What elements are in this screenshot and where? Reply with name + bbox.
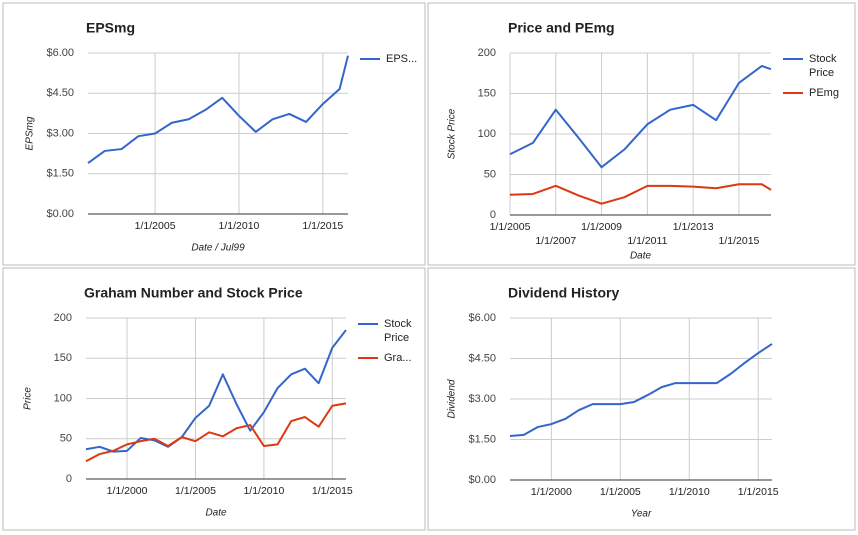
x-tick-label: 1/1/2005 — [135, 220, 176, 232]
y-axis-label: Stock Price — [447, 108, 458, 159]
y-tick-label: 150 — [54, 352, 72, 364]
x-axis-label: Date — [630, 251, 652, 262]
x-tick-label: 1/1/2015 — [738, 486, 779, 498]
legend-swatch — [783, 92, 803, 94]
y-tick-label: $3.00 — [46, 127, 74, 139]
y-tick-label: $4.50 — [46, 87, 74, 99]
x-tick-label: 1/1/2010 — [669, 486, 710, 498]
legend-label: Stock Price — [809, 53, 837, 79]
x-tick-label: 1/1/2011 — [627, 235, 667, 247]
x-tick-label: 1/1/2013 — [673, 221, 714, 233]
y-tick-label: 200 — [478, 47, 496, 59]
y-tick-label: 150 — [478, 87, 496, 99]
x-tick-label: 1/1/2000 — [107, 485, 148, 497]
series-line — [87, 55, 349, 164]
x-tick-label: 1/1/2015 — [719, 235, 760, 247]
legend-label: PEmg — [809, 87, 839, 99]
series-line — [85, 329, 347, 453]
legend-label: Gra... — [384, 352, 412, 364]
y-tick-label: $1.50 — [46, 168, 74, 180]
y-tick-label: $1.50 — [468, 433, 496, 445]
x-axis-label: Date — [205, 508, 227, 519]
legend: EPS... — [360, 52, 422, 72]
legend-swatch — [360, 58, 380, 60]
x-tick-label: 1/1/2005 — [175, 485, 216, 497]
legend-item: Stock Price — [358, 317, 420, 345]
x-tick-label: 1/1/2009 — [581, 221, 622, 233]
series-line — [509, 183, 772, 205]
y-tick-label: $4.50 — [468, 352, 496, 364]
x-tick-label: 1/1/2010 — [243, 485, 284, 497]
series-line — [509, 343, 773, 437]
legend-item: EPS... — [360, 52, 422, 66]
y-tick-label: $6.00 — [46, 47, 74, 59]
legend-item: Stock Price — [783, 52, 845, 80]
y-tick-label: 0 — [490, 209, 496, 221]
legend-label: Stock Price — [384, 318, 412, 344]
x-axis-label: Date / Jul99 — [191, 243, 245, 254]
y-tick-label: $0.00 — [468, 474, 496, 486]
y-tick-label: $0.00 — [46, 208, 74, 220]
legend: Stock Price PEmg — [783, 52, 845, 106]
y-tick-label: $3.00 — [468, 393, 496, 405]
y-tick-label: 200 — [54, 312, 72, 324]
y-axis-label: EPSmg — [25, 116, 36, 150]
legend-item: Gra... — [358, 351, 420, 365]
y-tick-label: 100 — [478, 128, 496, 140]
y-tick-label: $6.00 — [468, 312, 496, 324]
y-axis-label: Dividend — [447, 379, 458, 418]
y-tick-label: 100 — [54, 392, 72, 404]
y-tick-label: 0 — [66, 473, 72, 485]
legend-item: PEmg — [783, 86, 845, 100]
chart-title: EPSmg — [86, 20, 135, 36]
chart-title: Price and PEmg — [508, 20, 615, 36]
series-line — [509, 64, 772, 169]
x-tick-label: 1/1/2007 — [535, 235, 576, 247]
x-axis-label: Year — [631, 509, 652, 520]
series-line — [85, 402, 347, 463]
chart-title: Graham Number and Stock Price — [84, 285, 303, 301]
x-tick-label: 1/1/2005 — [490, 221, 531, 233]
x-tick-label: 1/1/2000 — [531, 486, 572, 498]
legend-swatch — [358, 357, 378, 359]
legend-swatch — [358, 323, 378, 325]
legend: Stock Price Gra... — [358, 317, 420, 371]
y-tick-label: 50 — [60, 433, 72, 445]
x-tick-label: 1/1/2010 — [219, 220, 260, 232]
x-tick-label: 1/1/2015 — [312, 485, 353, 497]
x-tick-label: 1/1/2005 — [600, 486, 641, 498]
y-axis-label: Price — [23, 387, 34, 410]
x-tick-label: 1/1/2015 — [302, 220, 343, 232]
chart-title: Dividend History — [508, 285, 619, 301]
legend-swatch — [783, 58, 803, 60]
y-tick-label: 50 — [484, 168, 496, 180]
legend-label: EPS... — [386, 53, 418, 65]
